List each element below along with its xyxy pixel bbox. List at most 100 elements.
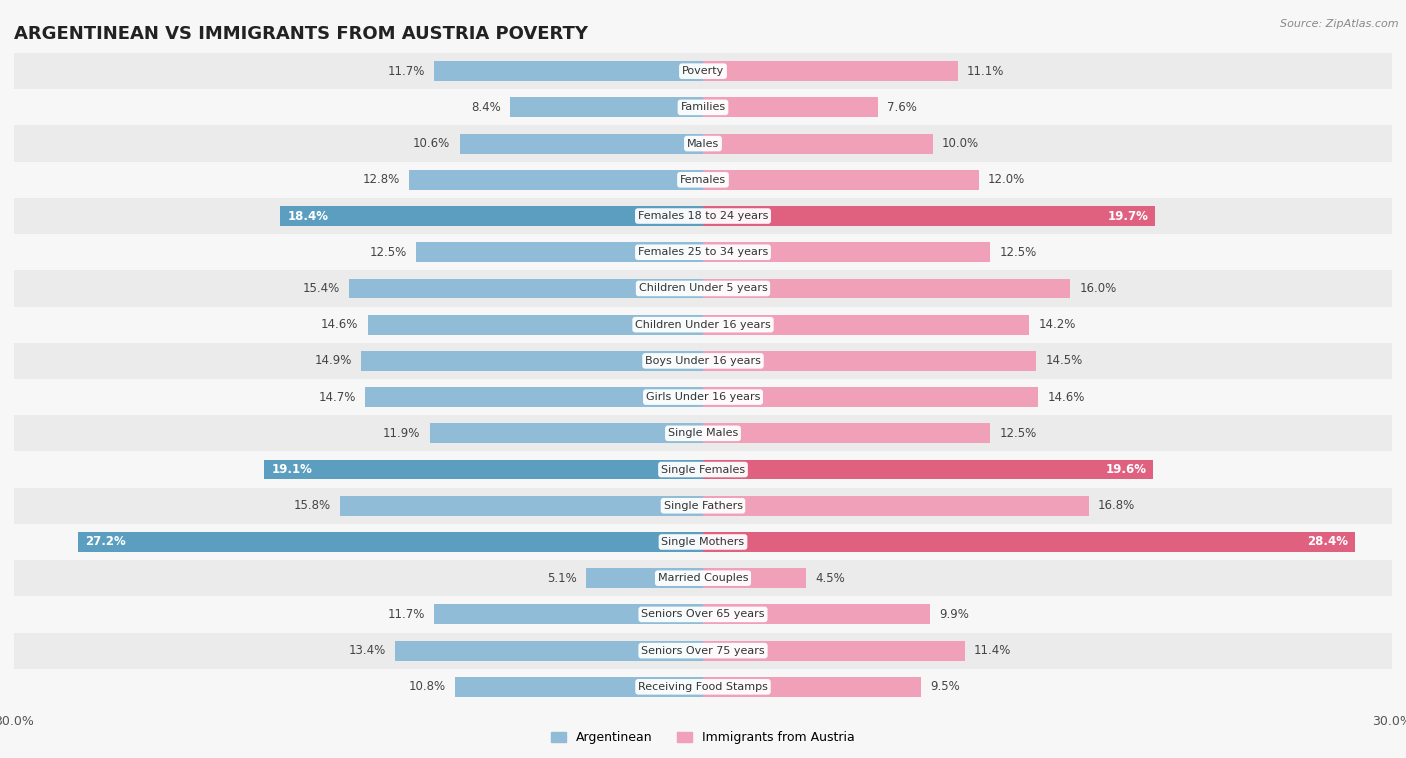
Bar [510,98,703,117]
Bar [14,234,1392,271]
Bar [703,604,931,625]
Text: 10.0%: 10.0% [942,137,979,150]
Text: 12.8%: 12.8% [363,174,399,186]
Bar [280,206,703,226]
Text: 18.4%: 18.4% [287,209,329,223]
Bar [416,243,703,262]
Bar [14,452,1392,487]
Text: 19.1%: 19.1% [271,463,312,476]
Text: 11.4%: 11.4% [974,644,1011,657]
Text: Single Males: Single Males [668,428,738,438]
Text: 8.4%: 8.4% [471,101,501,114]
Bar [703,568,807,588]
Text: Single Fathers: Single Fathers [664,501,742,511]
Text: Children Under 16 years: Children Under 16 years [636,320,770,330]
Bar [79,532,703,552]
Text: 12.5%: 12.5% [370,246,406,258]
Bar [430,424,703,443]
Text: 19.7%: 19.7% [1108,209,1149,223]
Bar [703,98,877,117]
Bar [395,641,703,660]
Text: 13.4%: 13.4% [349,644,387,657]
Text: Source: ZipAtlas.com: Source: ZipAtlas.com [1281,19,1399,29]
Text: Boys Under 16 years: Boys Under 16 years [645,356,761,366]
Text: 14.6%: 14.6% [1047,390,1085,403]
Bar [368,315,703,334]
Legend: Argentinean, Immigrants from Austria: Argentinean, Immigrants from Austria [551,731,855,744]
Text: 12.0%: 12.0% [988,174,1025,186]
Bar [14,343,1392,379]
Text: 14.5%: 14.5% [1045,355,1083,368]
Text: 4.5%: 4.5% [815,572,845,584]
Text: 27.2%: 27.2% [86,535,127,549]
Text: Families: Families [681,102,725,112]
Bar [14,126,1392,161]
Bar [14,198,1392,234]
Text: 9.5%: 9.5% [931,681,960,694]
Text: Single Females: Single Females [661,465,745,475]
Bar [460,133,703,154]
Bar [703,133,932,154]
Text: 28.4%: 28.4% [1308,535,1348,549]
Bar [703,677,921,697]
Bar [703,61,957,81]
Text: 9.9%: 9.9% [939,608,969,621]
Text: 10.8%: 10.8% [409,681,446,694]
Bar [14,597,1392,632]
Bar [14,560,1392,597]
Bar [703,278,1070,299]
Text: 15.8%: 15.8% [294,500,330,512]
Bar [703,206,1156,226]
Text: 16.0%: 16.0% [1080,282,1116,295]
Text: Seniors Over 65 years: Seniors Over 65 years [641,609,765,619]
Text: Seniors Over 75 years: Seniors Over 75 years [641,646,765,656]
Text: Males: Males [688,139,718,149]
Text: 16.8%: 16.8% [1098,500,1135,512]
Text: ARGENTINEAN VS IMMIGRANTS FROM AUSTRIA POVERTY: ARGENTINEAN VS IMMIGRANTS FROM AUSTRIA P… [14,25,588,43]
Text: Children Under 5 years: Children Under 5 years [638,283,768,293]
Text: 5.1%: 5.1% [547,572,576,584]
Text: 11.7%: 11.7% [388,64,425,77]
Bar [14,379,1392,415]
Bar [703,459,1153,480]
Text: 11.9%: 11.9% [384,427,420,440]
Bar [14,271,1392,306]
Text: 15.4%: 15.4% [302,282,340,295]
Text: 12.5%: 12.5% [1000,246,1036,258]
Bar [703,496,1088,515]
Bar [703,424,990,443]
Bar [14,415,1392,452]
Bar [14,161,1392,198]
Text: Females 25 to 34 years: Females 25 to 34 years [638,247,768,257]
Text: Married Couples: Married Couples [658,573,748,583]
Text: 10.6%: 10.6% [413,137,450,150]
Bar [586,568,703,588]
Bar [361,351,703,371]
Bar [434,604,703,625]
Bar [349,278,703,299]
Bar [14,632,1392,669]
Bar [703,387,1038,407]
Bar [703,243,990,262]
Text: 14.2%: 14.2% [1038,318,1076,331]
Text: Females 18 to 24 years: Females 18 to 24 years [638,211,768,221]
Text: 12.5%: 12.5% [1000,427,1036,440]
Text: 11.7%: 11.7% [388,608,425,621]
Text: 14.9%: 14.9% [315,355,352,368]
Bar [14,669,1392,705]
Bar [14,487,1392,524]
Bar [409,170,703,190]
Text: Receiving Food Stamps: Receiving Food Stamps [638,682,768,692]
Text: 14.7%: 14.7% [319,390,356,403]
Bar [456,677,703,697]
Bar [14,306,1392,343]
Text: Females: Females [681,175,725,185]
Text: Single Mothers: Single Mothers [661,537,745,547]
Text: 11.1%: 11.1% [967,64,1004,77]
Text: 19.6%: 19.6% [1105,463,1146,476]
Bar [14,524,1392,560]
Bar [703,170,979,190]
Bar [14,53,1392,89]
Bar [703,641,965,660]
Bar [14,89,1392,126]
